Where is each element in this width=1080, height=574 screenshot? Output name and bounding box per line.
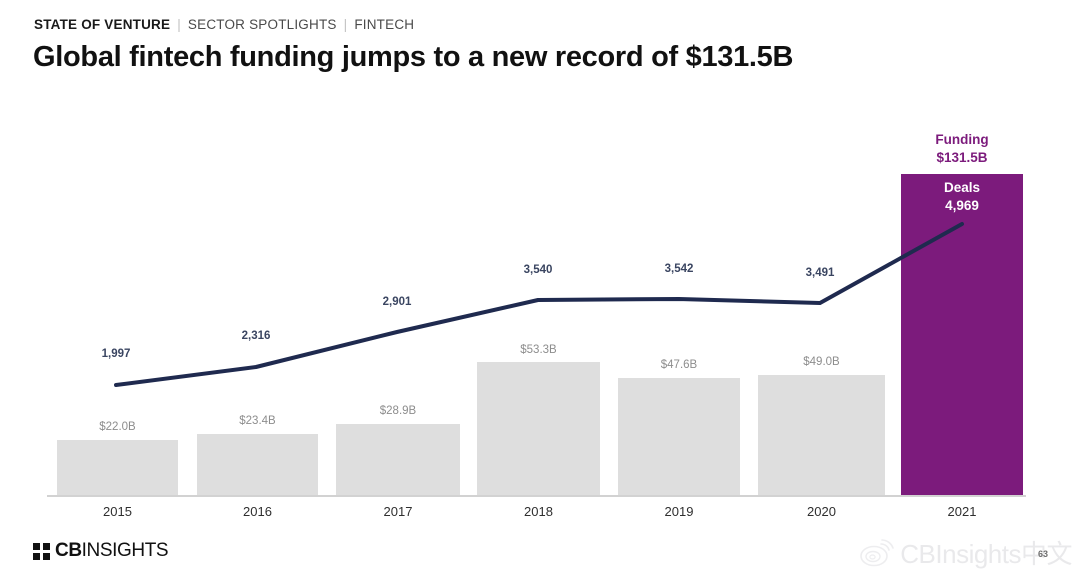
breadcrumb-separator: | (177, 17, 181, 32)
page-title: Global fintech funding jumps to a new re… (33, 41, 794, 73)
funding-callout: Funding $131.5B (901, 131, 1023, 167)
deals-callout-label: Deals (943, 180, 981, 195)
bar-2019 (618, 378, 740, 495)
year-label-2020: 2020 (807, 504, 836, 519)
deal-value-label-2020: 3,491 (805, 267, 835, 279)
bar-value-label-2020: $49.0B (803, 356, 840, 368)
bar-value-label-2018: $53.3B (520, 344, 557, 356)
bar-2016 (197, 434, 318, 495)
breadcrumb-item-0[interactable]: STATE OF VENTURE (34, 17, 171, 32)
cbinsights-logo: CBINSIGHTS (33, 540, 169, 562)
year-label-2018: 2018 (524, 504, 553, 519)
bar-2020 (758, 375, 885, 495)
logo-text-cb: CB (55, 540, 82, 561)
bar-value-label-2019: $47.6B (660, 359, 698, 371)
breadcrumb-item-1[interactable]: SECTOR SPOTLIGHTS (187, 17, 337, 32)
year-label-2015: 2015 (103, 504, 132, 519)
funding-callout-label: Funding (935, 132, 989, 147)
bar-value-label-2017: $28.9B (379, 405, 417, 417)
deal-value-label-2015: 1,997 (101, 348, 131, 360)
year-label-2016: 2016 (243, 504, 272, 519)
bar-2021 (901, 174, 1023, 495)
bar-value-label-2016: $23.4B (239, 415, 276, 427)
x-axis-line (47, 495, 1026, 497)
logo-text-insights: INSIGHTS (81, 540, 169, 561)
deal-value-label-2017: 2,901 (382, 296, 412, 308)
deals-callout: Deals 4,969 (901, 179, 1023, 215)
bar-value-label-2015: $22.0B (99, 421, 136, 433)
deal-value-label-2016: 2,316 (241, 330, 271, 342)
deal-value-label-2019: 3,542 (664, 263, 694, 275)
breadcrumb-item-2[interactable]: FINTECH (354, 17, 415, 32)
bar-2015 (57, 440, 178, 495)
page-number: 63 (1038, 549, 1049, 559)
cbinsights-logo-text: CBINSIGHTS (55, 540, 169, 562)
deals-callout-value: 4,969 (945, 198, 979, 213)
bar-2018 (477, 362, 600, 495)
year-label-2021: 2021 (947, 504, 977, 519)
breadcrumb: STATE OF VENTURE | SECTOR SPOTLIGHTS | FINTE… (34, 17, 414, 32)
year-label-2019: 2019 (664, 504, 694, 519)
deal-value-label-2018: 3,540 (523, 264, 553, 276)
breadcrumb-separator: | (343, 17, 348, 32)
year-label-2017: 2017 (383, 504, 413, 519)
funding-callout-value: $131.5B (936, 150, 988, 165)
cbinsights-logo-mark-icon (33, 542, 50, 560)
bar-2017 (336, 424, 460, 495)
